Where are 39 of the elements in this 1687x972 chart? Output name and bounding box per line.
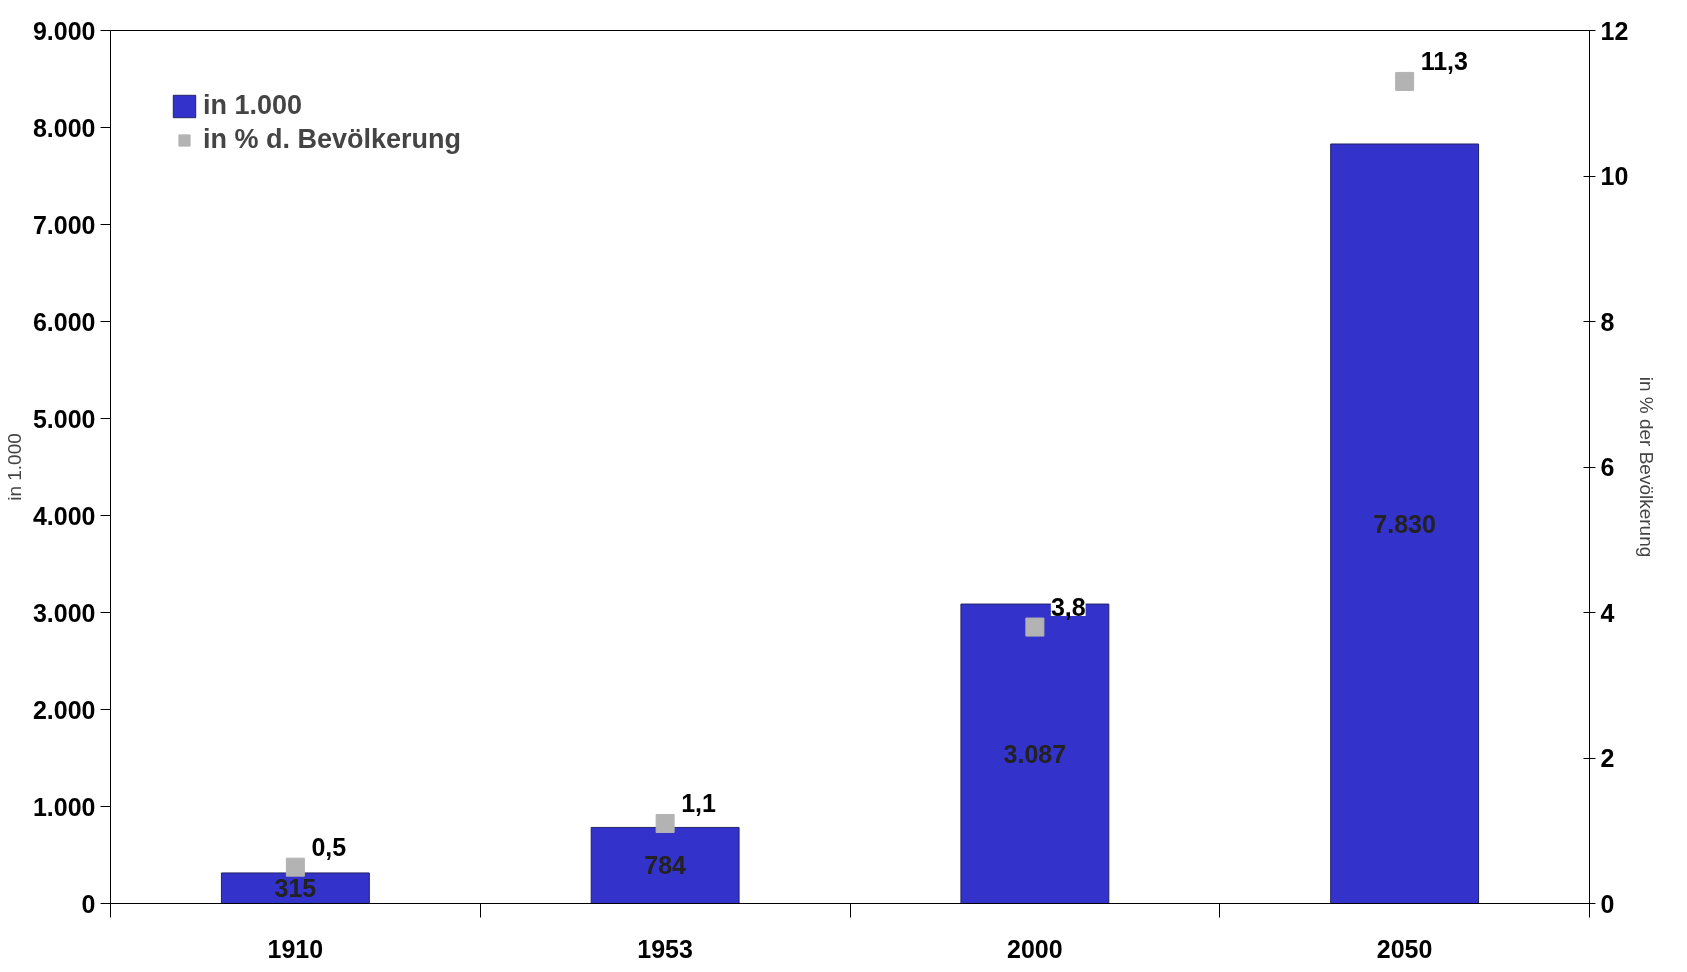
- point: [1395, 71, 1415, 91]
- y-tick-label: 0: [81, 889, 96, 918]
- x-tick-label: 1910: [267, 934, 324, 963]
- y2-tick-label: 0: [1600, 889, 1615, 918]
- x-tick-label: 2000: [1007, 934, 1063, 963]
- y-tick-label: 3.000: [32, 598, 96, 627]
- y-tick-label: 4.000: [32, 501, 96, 530]
- data-label: 784: [644, 851, 687, 880]
- data-label: 3,8: [1050, 593, 1086, 622]
- point: [285, 857, 305, 877]
- y-tick-label: 9.000: [32, 16, 96, 45]
- data-label: 7.830: [1373, 509, 1436, 538]
- bar: [1330, 143, 1480, 904]
- data-label: 315: [274, 874, 317, 903]
- data-label: 0,5: [311, 833, 347, 862]
- point: [655, 813, 675, 833]
- bar: [590, 826, 740, 904]
- y-tick-label: 8.000: [32, 113, 96, 142]
- data-label: 11,3: [1420, 47, 1468, 76]
- y-tick-label: 5.000: [32, 404, 96, 433]
- point: [1025, 617, 1045, 637]
- data-label: 1,1: [681, 789, 716, 818]
- x-tick-label: 2050: [1376, 934, 1433, 963]
- x-tick-label: 1953: [637, 934, 693, 963]
- y-tick-label: 6.000: [32, 307, 96, 336]
- y2-tick-label: 6: [1600, 453, 1615, 481]
- y-axis-title: in 1.000: [3, 433, 25, 501]
- y-tick-label: 7.000: [32, 210, 96, 239]
- y2-tick-label: 12: [1600, 16, 1629, 45]
- y2-tick-label: 8: [1600, 307, 1615, 336]
- legend-label: in % d. Bevölkerung: [203, 124, 462, 155]
- y2-tick-label: 10: [1600, 162, 1629, 190]
- y-tick-label: 1.000: [32, 792, 96, 821]
- y2-tick-label: 2: [1600, 744, 1615, 772]
- y2-axis-title: in % der Bevölkerung: [1636, 376, 1658, 558]
- data-label: 3.087: [1003, 739, 1067, 768]
- legend-label: in 1.000: [203, 90, 303, 121]
- y-tick-label: 2.000: [32, 695, 96, 724]
- y2-tick-label: 4: [1600, 598, 1615, 627]
